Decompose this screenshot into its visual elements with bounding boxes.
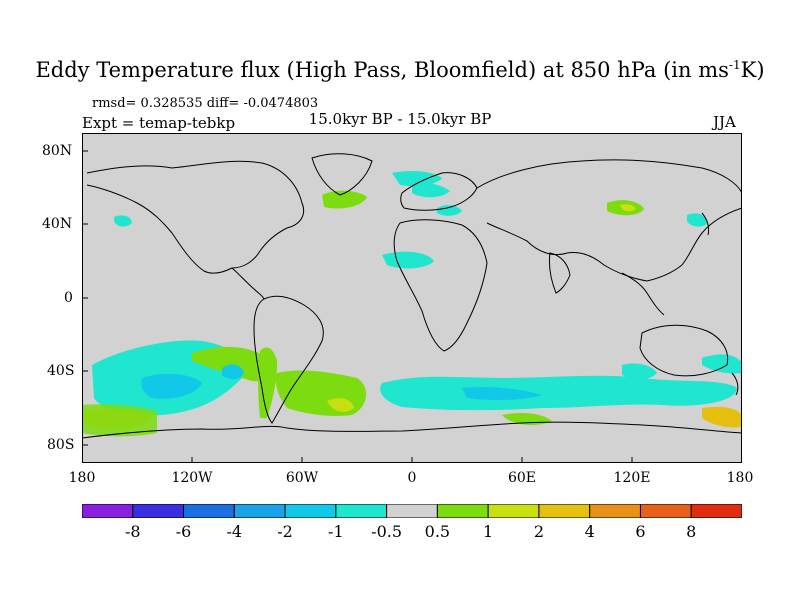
lon-label-60e: 60E (507, 470, 537, 486)
map-plot (82, 133, 742, 463)
patch-green-patagonia (258, 347, 278, 418)
patch-cyan-south-america-west (222, 364, 244, 380)
lat-label-40n: 40N (42, 216, 73, 232)
colorbar-swatch (538, 504, 591, 518)
lon-label-0: 0 (407, 470, 417, 486)
lon-label-120e: 120E (613, 470, 651, 486)
patch-blue-indian (462, 386, 542, 400)
colorbar-swatch (284, 504, 337, 518)
patch-blue-south-pacific (141, 373, 202, 399)
patch-cyan-north-atlantic (392, 170, 442, 187)
lat-label-40s: 40S (47, 363, 75, 379)
colorbar-swatch (335, 504, 388, 518)
colorbar-label: -2 (277, 522, 293, 541)
colorbar-swatch (386, 504, 438, 518)
stats-text: rmsd= 0.328535 diff= -0.0474803 (92, 96, 319, 111)
lon-label-60w: 60W (285, 470, 319, 486)
colorbar-label: -8 (124, 522, 141, 541)
colorbar-swatch (690, 504, 742, 518)
patch-cyan-north-pacific-west (114, 215, 132, 227)
coast-southeast-asia (621, 272, 665, 316)
colorbar-label: 0.5 (424, 522, 451, 541)
coast-japan (701, 212, 710, 236)
figure-title: Eddy Temperature flux (High Pass, Bloomf… (35, 58, 765, 82)
patch-cyan-indian (380, 375, 737, 411)
lon-label-180w: 180 (68, 470, 96, 486)
patch-cyan-sahara (382, 251, 434, 269)
colorbar-swatch (183, 504, 235, 518)
coast-antarctica (82, 421, 742, 439)
colorbar-label: 6 (635, 522, 646, 541)
colorbar-label: -4 (226, 522, 243, 541)
map-frame (82, 133, 742, 463)
coast-north-america (86, 160, 305, 274)
coast-greenland (311, 153, 373, 196)
lon-label-180e: 180 (726, 470, 754, 486)
patch-cyan-europe (437, 205, 462, 216)
patch-cyan-south-pacific-2 (622, 363, 657, 380)
lat-label-eq: 0 (64, 290, 73, 306)
patch-yellow-east-pacific (702, 406, 742, 428)
colorbar-label: -1 (328, 522, 344, 541)
colorbar-label: 8 (686, 522, 697, 541)
patch-cyan-north-pacific-east (687, 213, 708, 227)
colorbar (82, 504, 742, 518)
patch-yellow-central-asia (620, 204, 636, 212)
patch-green-west-pacific (82, 404, 157, 437)
patch-green-south-pacific (192, 346, 274, 382)
coast-india (549, 252, 571, 294)
period-label: 15.0kyr BP - 15.0kyr BP (308, 110, 492, 128)
colorbar-swatch (233, 504, 286, 518)
season-label: JJA (713, 113, 736, 131)
patch-yellow-south-atlantic (327, 398, 354, 412)
coast-central-america (231, 267, 265, 300)
coast-europe (400, 172, 478, 211)
colorbar-swatch (436, 504, 489, 518)
patch-cyan-australia (702, 354, 742, 374)
colorbar-label: 2 (533, 522, 545, 541)
patch-cyan-scandinavia (412, 182, 450, 198)
lon-label-120w: 120W (171, 470, 213, 486)
patch-green-north-atlantic (322, 190, 367, 209)
coast-new-zealand (731, 372, 739, 396)
colorbar-swatch (82, 504, 134, 518)
coast-australia (639, 324, 729, 377)
coast-asia (476, 159, 742, 282)
coast-south-america (253, 295, 324, 424)
colorbar-swatch (639, 504, 692, 518)
lat-label-80n: 80N (42, 143, 73, 159)
colorbar-swatch (589, 504, 641, 518)
lat-label-80s: 80S (47, 437, 75, 453)
colorbar-label: 4 (584, 522, 595, 541)
coast-africa (393, 219, 488, 352)
colorbar-label: -0.5 (371, 522, 403, 541)
colorbar-label: 1 (483, 522, 494, 541)
experiment-label: Expt = temap-tebkp (82, 114, 236, 132)
colorbar-label: -6 (175, 522, 192, 541)
coastlines (82, 153, 742, 439)
colorbar-swatch (132, 504, 185, 518)
colorbar-swatch (487, 504, 540, 518)
anomaly-patches (82, 170, 742, 437)
